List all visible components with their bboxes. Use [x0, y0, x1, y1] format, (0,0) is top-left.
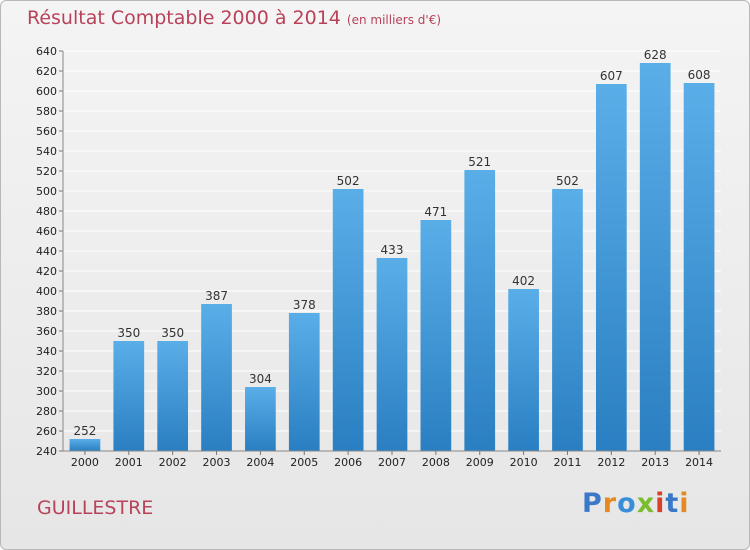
x-tick-label-2005: 2005 — [290, 456, 318, 469]
x-tick-label-2014: 2014 — [685, 456, 713, 469]
x-tick-label-2003: 2003 — [203, 456, 231, 469]
y-tick-label: 600 — [36, 85, 57, 98]
x-tick-label-2002: 2002 — [159, 456, 187, 469]
y-tick-label: 520 — [36, 165, 57, 178]
y-tick-label: 280 — [36, 405, 57, 418]
logo-letter: t — [665, 488, 680, 519]
data-label-2011: 502 — [556, 174, 579, 188]
x-tick-label-2001: 2001 — [115, 456, 143, 469]
bar-2011 — [552, 189, 583, 451]
data-label-2008: 471 — [424, 205, 447, 219]
data-label-2007: 433 — [381, 243, 404, 257]
y-tick-label: 300 — [36, 385, 57, 398]
data-label-2002: 350 — [161, 326, 184, 340]
y-tick-label: 380 — [36, 305, 57, 318]
x-tick-label-2011: 2011 — [553, 456, 581, 469]
bar-2001 — [113, 341, 145, 451]
bar-2004 — [245, 387, 276, 451]
logo-letter: i — [655, 488, 666, 519]
city-name: GUILLESTRE — [37, 497, 154, 519]
y-tick-label: 540 — [36, 145, 57, 158]
data-label-2003: 387 — [205, 289, 228, 303]
data-label-2010: 402 — [512, 274, 535, 288]
y-tick-label: 620 — [36, 65, 57, 78]
bar-2014 — [683, 83, 715, 451]
chart-subtitle: (en milliers d'€) — [346, 13, 442, 27]
chart-title-text: Résultat Comptable 2000 à 2014 — [27, 7, 341, 29]
x-tick-label-2007: 2007 — [378, 456, 406, 469]
x-tick-label-2013: 2013 — [641, 456, 669, 469]
axes: 240 260 280 300 320 340 360 380 400 420 440 460 480 5… — [36, 45, 721, 469]
data-label-2001: 350 — [117, 326, 140, 340]
x-tick-label-2004: 2004 — [246, 456, 274, 469]
y-tick-label: 260 — [36, 425, 57, 438]
x-tick-label-2000: 2000 — [71, 456, 99, 469]
x-tick-label-2010: 2010 — [510, 456, 538, 469]
x-tick-label-2008: 2008 — [422, 456, 450, 469]
y-tick-label: 640 — [36, 45, 57, 58]
data-label-2005: 378 — [293, 298, 316, 312]
bar-2003 — [201, 304, 232, 451]
bar-2007 — [376, 258, 408, 451]
bar-2005 — [288, 313, 320, 451]
y-tick-label: 320 — [36, 365, 57, 378]
logo-letter: x — [636, 488, 656, 519]
y-tick-label: 580 — [36, 105, 57, 118]
y-tick-label: 500 — [36, 185, 57, 198]
bar-2006 — [332, 189, 364, 451]
bar-2012 — [595, 84, 627, 451]
logo-letter: P — [582, 488, 603, 519]
y-tick-label: 340 — [36, 345, 57, 358]
y-tick-label: 400 — [36, 285, 57, 298]
chart-title: Résultat Comptable 2000 à 2014 (en millie… — [27, 7, 441, 29]
bar-2010 — [508, 289, 539, 451]
y-tick-label: 440 — [36, 245, 57, 258]
bar-2000 — [69, 439, 101, 451]
bar-2002 — [157, 341, 189, 451]
data-label-2004: 304 — [249, 372, 272, 386]
y-tick-label: 360 — [36, 325, 57, 338]
logo-letter: i — [679, 488, 690, 519]
bar-2009 — [464, 170, 496, 451]
y-tick-label: 460 — [36, 225, 57, 238]
data-label-2000: 252 — [73, 424, 96, 438]
logo-letter: o — [617, 488, 637, 519]
data-label-2013: 628 — [644, 48, 667, 62]
y-tick-label: 240 — [36, 445, 57, 458]
bar-2013 — [639, 63, 671, 451]
proxiti-logo: Proxiti — [582, 488, 690, 519]
data-label-2006: 502 — [337, 174, 360, 188]
bars: 252 350 350 387 304 378 502 433 471 521 402 502 607 6… — [69, 48, 715, 451]
data-label-2014: 608 — [688, 68, 711, 82]
y-tick-label: 560 — [36, 125, 57, 138]
y-tick-label: 480 — [36, 205, 57, 218]
x-tick-label-2006: 2006 — [334, 456, 362, 469]
logo-letter: r — [602, 488, 618, 519]
data-label-2012: 607 — [600, 69, 623, 83]
x-tick-label-2009: 2009 — [466, 456, 494, 469]
x-tick-label-2012: 2012 — [597, 456, 625, 469]
data-label-2009: 521 — [468, 155, 491, 169]
bar-2008 — [420, 220, 452, 451]
y-tick-label: 420 — [36, 265, 57, 278]
